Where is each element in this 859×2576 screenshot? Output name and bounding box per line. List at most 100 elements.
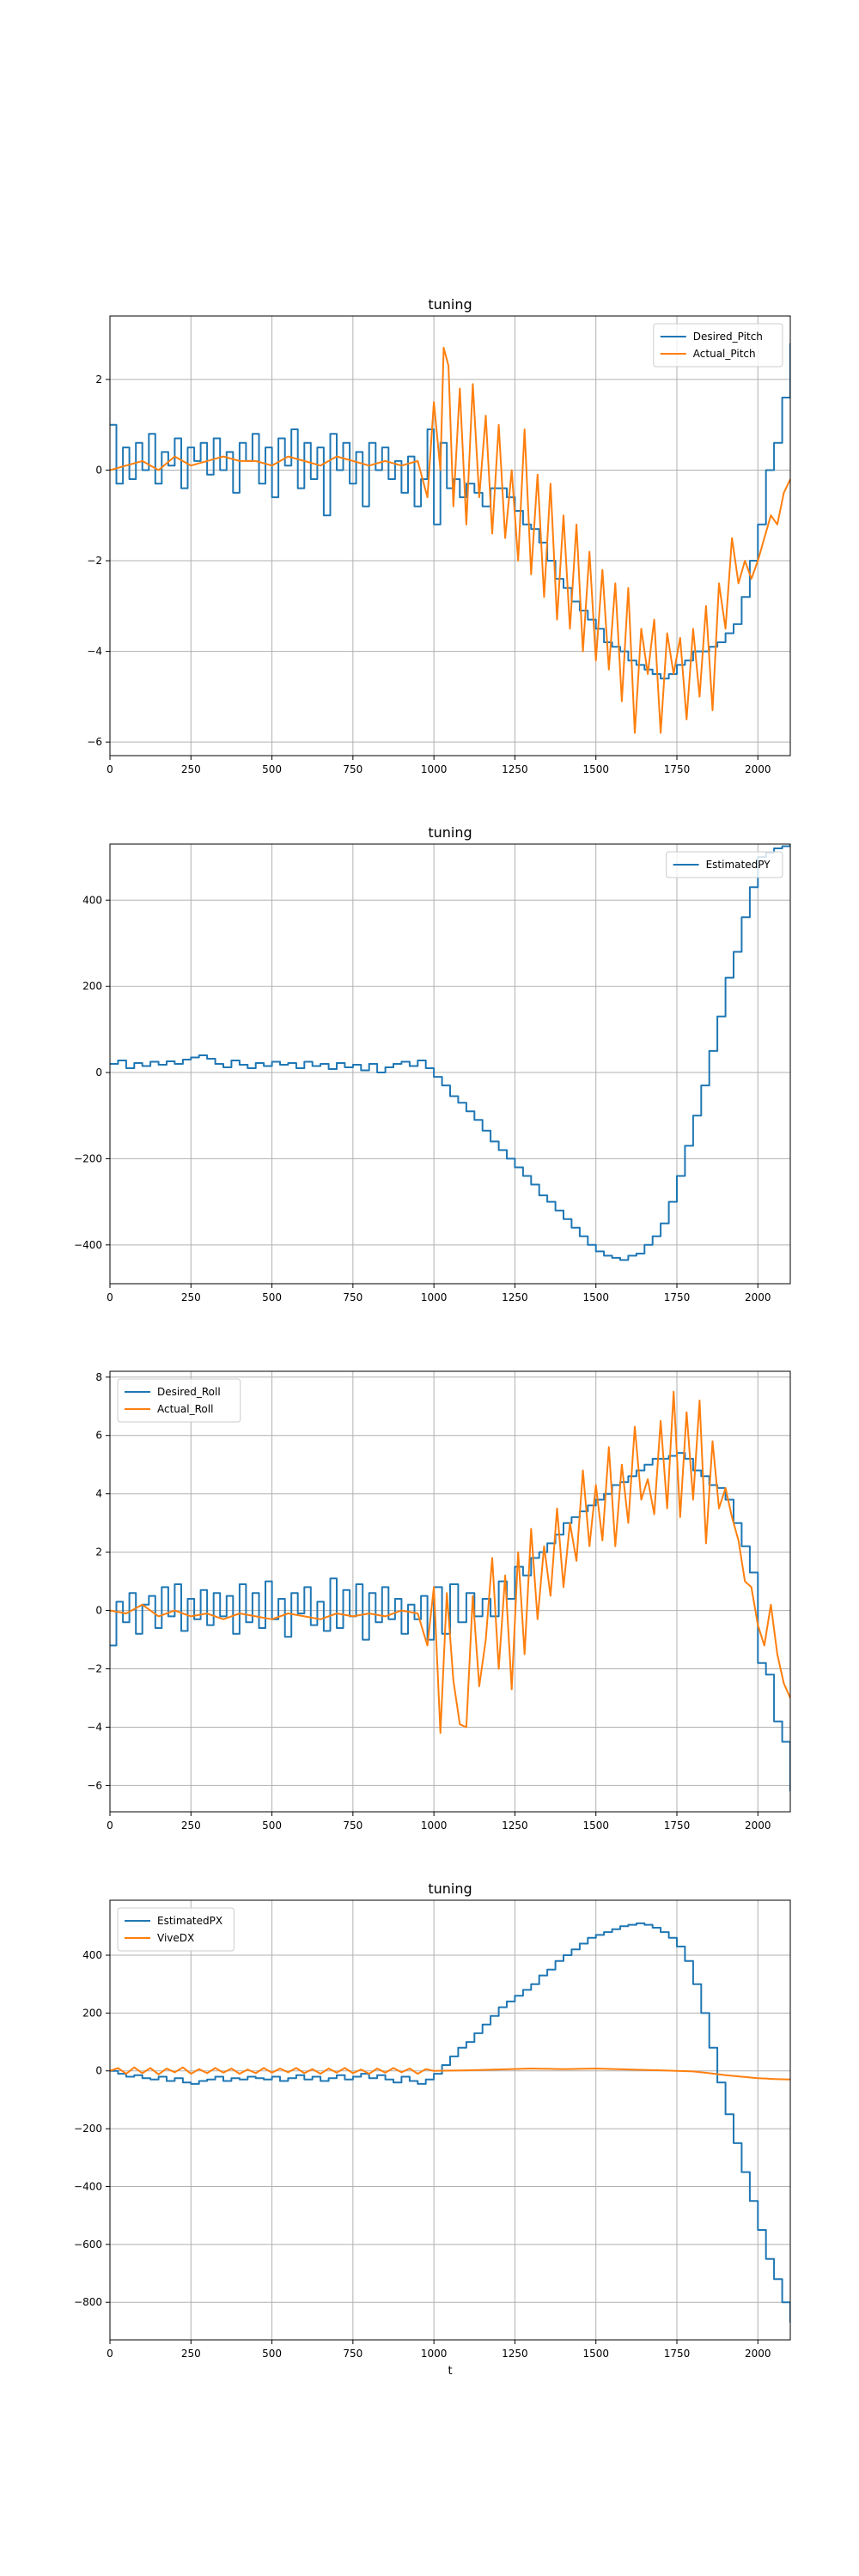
- x-tick-label: 2000: [745, 1291, 771, 1303]
- y-tick-label: −6: [87, 736, 102, 748]
- x-tick-label: 500: [262, 2348, 282, 2360]
- series-line-vivedx: [110, 2066, 790, 2081]
- x-tick-label: 1250: [502, 763, 528, 775]
- axes-frame: [109, 1899, 791, 2341]
- y-tick-label: −800: [74, 2296, 102, 2308]
- x-tick-label: 1250: [502, 1291, 528, 1303]
- y-tick-label: −2: [87, 555, 102, 567]
- x-tick-label: 2000: [745, 763, 771, 775]
- axes-frame: [109, 1370, 791, 1813]
- x-tick-label: 500: [262, 1820, 282, 1832]
- chart-title: tuning: [428, 296, 472, 313]
- y-tick-label: 0: [95, 1066, 102, 1078]
- legend: EstimatedPX ViveDX: [117, 1907, 235, 1952]
- x-tick-label: 2000: [745, 1820, 771, 1832]
- y-tick-label: 2: [95, 1546, 102, 1558]
- x-tick-label: 1750: [664, 2348, 691, 2360]
- y-tick-label: −4: [87, 1721, 102, 1733]
- chart-2: 0 250 500 750 1000 1250 1500 1750 2000 −400 −200 0 2…: [74, 824, 791, 1303]
- x-tick-label: 750: [343, 1291, 362, 1303]
- y-tick-label: 0: [95, 464, 102, 476]
- x-tick-label: 250: [181, 2348, 201, 2360]
- x-tick-label: 1500: [582, 1820, 609, 1832]
- x-tick-label: 250: [181, 763, 201, 775]
- y-tick-label: −600: [74, 2239, 102, 2251]
- x-tick-label: 500: [262, 763, 282, 775]
- plot-area: [110, 343, 790, 734]
- legend: Desired_Roll Actual_Roll: [117, 1378, 241, 1423]
- x-tick-label: 1000: [421, 763, 448, 775]
- legend-label: Desired_Pitch: [693, 331, 763, 343]
- y-tick-label: −2: [87, 1663, 102, 1675]
- x-tick-label: 1000: [421, 1291, 448, 1303]
- y-tick-label: 4: [95, 1488, 102, 1500]
- x-axis-label: t: [448, 2365, 452, 2378]
- legend-label: Actual_Roll: [157, 1403, 213, 1415]
- legend: Desired_Pitch Actual_Pitch: [653, 323, 783, 368]
- chart-title: tuning: [428, 824, 472, 841]
- chart-3: 0 250 500 750 1000 1250 1500 1750 2000 −6 −4 −2 0 2 4 6…: [87, 1370, 791, 1832]
- y-tick-label: 400: [82, 894, 102, 906]
- x-tick-label: 750: [343, 1820, 362, 1832]
- x-tick-label: 0: [107, 1820, 113, 1832]
- y-tick-label: 6: [95, 1430, 102, 1442]
- x-tick-label: 250: [181, 1820, 201, 1832]
- x-tick-label: 1500: [582, 763, 609, 775]
- legend-box: [117, 1378, 241, 1423]
- x-tick-label: 1500: [582, 2348, 609, 2360]
- x-tick-label: 1000: [421, 2348, 448, 2360]
- x-tick-label: 250: [181, 1291, 201, 1303]
- x-tick-label: 500: [262, 1291, 282, 1303]
- x-tick-label: 2000: [745, 2348, 771, 2360]
- x-tick-label: 750: [343, 763, 362, 775]
- x-tick-label: 750: [343, 2348, 362, 2360]
- x-tick-label: 1750: [664, 763, 691, 775]
- legend: EstimatedPY: [666, 851, 783, 878]
- legend-box: [117, 1907, 235, 1952]
- y-tick-label: 400: [82, 1949, 102, 1961]
- y-tick-label: −400: [74, 1239, 102, 1251]
- axes-frame: [109, 315, 791, 756]
- x-tick-label: 0: [107, 763, 113, 775]
- y-tick-label: 0: [95, 1605, 102, 1617]
- axes-frame: [109, 843, 791, 1285]
- plot-area: [110, 1922, 790, 2323]
- x-tick-label: 1750: [664, 1291, 691, 1303]
- x-tick-label: 1750: [664, 1820, 691, 1832]
- legend-box: [666, 851, 783, 878]
- x-tick-label: 1000: [421, 1820, 448, 1832]
- x-tick-label: 1250: [502, 2348, 528, 2360]
- chart-title: tuning: [428, 1880, 472, 1897]
- plot-area: [110, 1390, 790, 1792]
- x-tick-label: 0: [107, 2348, 113, 2360]
- series-line-estimatedpy: [110, 844, 790, 1261]
- y-tick-label: 200: [82, 981, 102, 993]
- legend-label: EstimatedPY: [706, 859, 771, 871]
- series-line-desired-pitch: [110, 343, 790, 680]
- y-tick-label: −4: [87, 646, 102, 658]
- x-tick-label: 0: [107, 1291, 113, 1303]
- x-tick-label: 1250: [502, 1820, 528, 1832]
- legend-box: [653, 323, 783, 368]
- x-tick-label: 1500: [582, 1291, 609, 1303]
- chart-4: 0 250 500 750 1000 1250 1500 1750 2000−800−600−4…: [74, 1880, 791, 2378]
- series-line-actual-pitch: [110, 346, 790, 734]
- y-tick-label: 0: [95, 2065, 102, 2077]
- legend-label: EstimatedPX: [157, 1915, 222, 1927]
- y-tick-label: −400: [74, 2180, 102, 2192]
- series-line-desired-roll: [110, 1452, 790, 1792]
- y-tick-label: 8: [95, 1371, 102, 1383]
- y-tick-label: −6: [87, 1779, 102, 1791]
- y-tick-label: −200: [74, 1152, 102, 1164]
- plot-area: [110, 844, 790, 1261]
- y-tick-label: 200: [82, 2007, 102, 2019]
- series-line-estimatedpx: [110, 1922, 790, 2323]
- legend-label: Desired_Roll: [157, 1386, 221, 1398]
- chart-1: 0 250 500 750 1000 1250 1500 1750 2000 −6 −4 −2 0 2 tu…: [87, 296, 791, 775]
- legend-label: ViveDX: [157, 1932, 194, 1944]
- legend-label: Actual_Pitch: [693, 348, 756, 360]
- series-line-actual-roll: [110, 1390, 790, 1735]
- y-tick-label: 2: [95, 374, 102, 386]
- y-tick-label: −200: [74, 2123, 102, 2135]
